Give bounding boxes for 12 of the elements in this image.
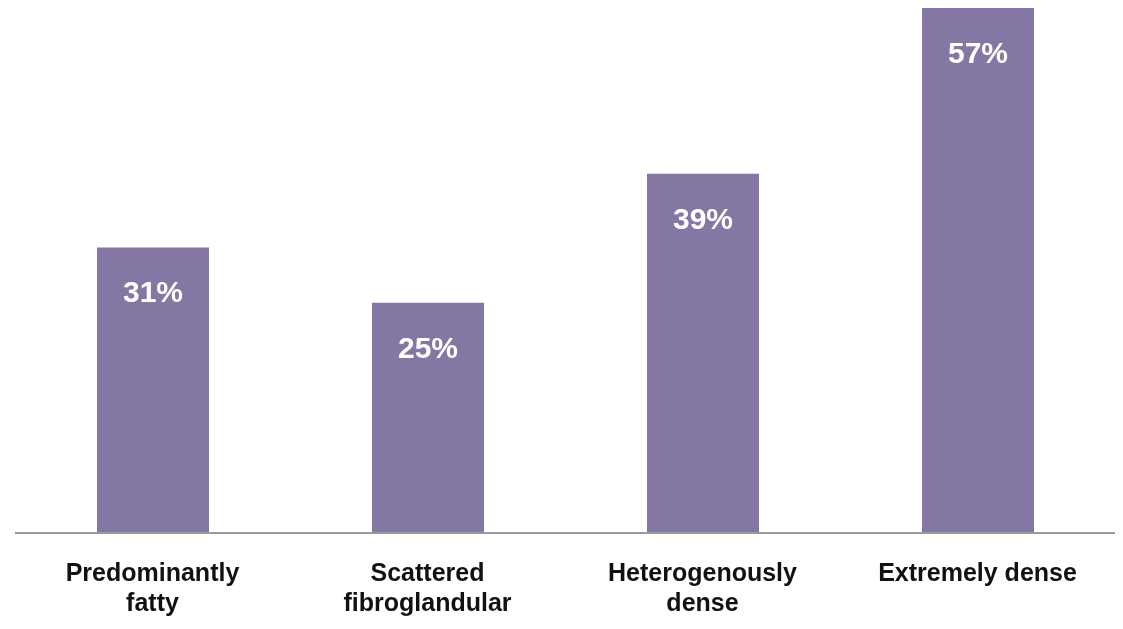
data-label: 39% xyxy=(672,201,734,235)
x-tick-label: Predominantly fatty xyxy=(65,558,240,616)
bar xyxy=(97,247,209,533)
x-tick-label: Heterogenously dense xyxy=(608,558,798,616)
x-tick-label: Extremely dense xyxy=(878,558,1077,586)
data-label: 57% xyxy=(947,36,1009,69)
data-label: 31% xyxy=(122,275,184,309)
bar xyxy=(372,302,484,533)
bar xyxy=(922,8,1034,533)
bar xyxy=(647,173,759,533)
data-label: 25% xyxy=(397,330,459,364)
x-tick-label: Scattered fibroglandular xyxy=(343,558,512,616)
